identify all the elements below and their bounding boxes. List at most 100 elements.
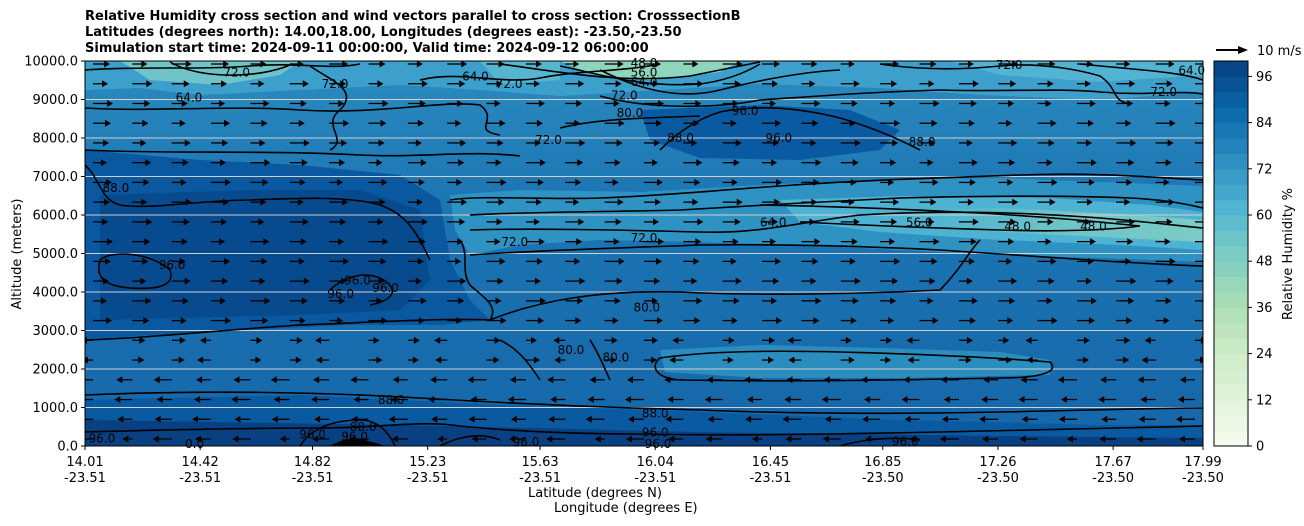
wind-vector-head [943,396,950,404]
contour-line [759,204,1141,232]
wind-vector-head [183,80,190,88]
wind-vector-head [224,119,231,127]
colorbar-bin [1214,168,1248,185]
wind-vector-head [853,218,860,226]
wind-vector-head [298,119,305,127]
wind-vector-head [811,61,818,68]
wind-vector-head [1176,415,1182,423]
wind-vector-head [496,80,503,88]
wind-vector-head [146,218,153,226]
y-tick-label: 4000.0 [33,286,79,301]
wind-vector-head [929,139,936,147]
wind-vector-head [138,356,145,364]
wind-vector-head [420,159,427,167]
wind-vector-head [1020,376,1027,384]
wind-vector-head [735,139,742,147]
wind-vector-head [927,297,934,305]
wind-vector-head [1047,218,1054,226]
colorbar-bin [1214,153,1248,170]
colorbar-bin [1214,384,1248,401]
wind-vector-head [691,277,698,285]
wind-vector-head [971,297,978,305]
wind-vector-head [225,178,232,186]
x-tick-label-lat: 14.42 [182,455,219,470]
wind-vector-head [691,139,698,147]
wind-vector-head [101,159,107,167]
wind-vector-head [848,198,855,206]
wind-vector-head [811,198,818,206]
wind-vector-head [610,356,617,364]
wind-vector-head [931,257,938,265]
wind-vector-head [1204,218,1210,225]
wind-vector-head [575,178,582,186]
wind-vector-head [970,238,977,246]
wind-vector-head [893,61,900,68]
wind-vector-head [1084,80,1091,88]
colorbar-bin [1214,61,1248,77]
wind-vector-head [979,415,986,423]
wind-vector-head [499,119,506,127]
wind-vector-head [340,80,347,88]
wind-vector-head [311,396,318,404]
wind-vector-head [273,396,280,404]
contour-line [85,422,1203,436]
wind-vector-head [969,317,976,325]
wind-vector-head [815,159,822,167]
wind-vector-head [180,317,187,325]
wind-vector-head [704,396,711,404]
wind-vector-head [1051,317,1058,325]
wind-vector-head [579,139,586,147]
wind-vector-head [969,178,976,186]
wind-vector-head [456,178,463,186]
wind-vector-head [300,99,307,107]
colorbar: 0 12 24 36 48 60 72 84 96 [1213,60,1273,455]
wind-vector-head [419,99,426,107]
wind-vector-head [1208,179,1214,186]
wind-vector-head [146,80,153,88]
wind-vector-head [848,61,855,68]
wind-vector-head [695,238,702,246]
wind-vector-head [1206,61,1212,68]
wind-vector-head [655,61,661,68]
wind-vector-head [929,277,936,285]
wind-vector-head [848,356,855,364]
contour-label: 88.0 [378,393,405,407]
wind-vector-head [788,356,795,364]
y-tick-label: 2000.0 [33,363,79,378]
x-axis-label-longitude: Longitude (degrees E) [554,501,698,516]
contour-line [469,243,1203,267]
wind-vector-head [733,159,740,167]
wind-vector-head [107,99,113,107]
wind-vector-head [1169,119,1176,127]
wind-vector-head [1126,178,1133,186]
wind-vector-head [315,336,322,344]
wind-vector-head [668,435,675,443]
contour-label: 88.0 [909,135,936,149]
wind-vector-head [1205,278,1211,285]
wind-vector-head [966,139,973,147]
wind-vector-head [1086,198,1093,206]
wind-vector-head [861,376,868,384]
colorbar-bin [1214,245,1248,262]
wind-vector-head [538,238,545,246]
colorbar-bin [1214,292,1248,308]
wind-vector-head [219,238,226,246]
wind-vector-head [928,218,935,226]
contour-label: 64.0 [631,75,658,89]
wind-vector-head [968,119,975,127]
wind-vector-head [182,159,189,167]
wind-vector-head [845,336,852,344]
wind-vector-head [495,297,502,305]
wind-vector-head [651,356,657,364]
wind-vector-head [381,317,388,325]
wind-vector-head [656,257,662,265]
terrain-shape [330,438,385,446]
wind-vector-head [261,119,268,127]
wind-vector-head [180,178,187,186]
wind-vector-head [893,198,900,206]
x-tick-label-lon: -23.50 [1092,471,1134,486]
wind-vector-head [455,257,462,265]
contour-line [589,339,611,381]
contour-label: 72.0 [996,58,1023,72]
wind-vector-head [886,336,893,344]
